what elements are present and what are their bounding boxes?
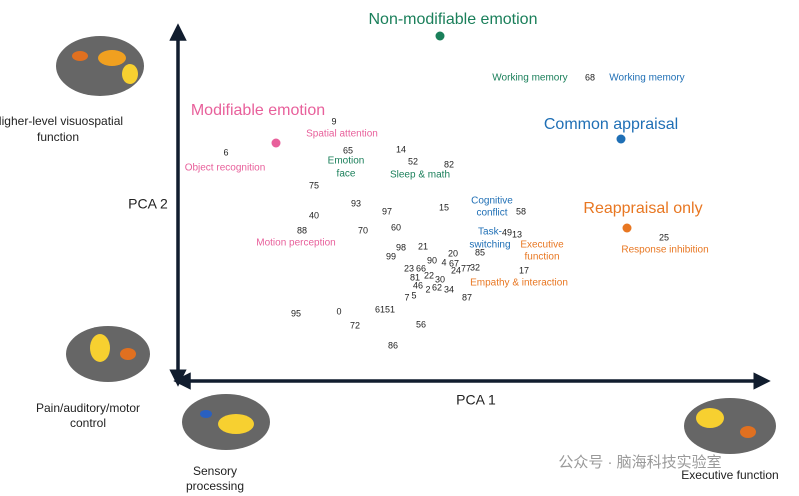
label: Executive [520, 240, 564, 251]
point-label: 95 [291, 308, 301, 318]
point-label: 7 [404, 292, 409, 302]
label: function [524, 252, 559, 263]
point-label: 68 [585, 72, 595, 82]
label: switching [469, 240, 510, 251]
point-label: 49 [502, 227, 512, 237]
point-label: 14 [396, 144, 406, 154]
axis-label: PCA 1 [456, 392, 496, 408]
point-label: 88 [297, 225, 307, 235]
point-label: 75 [309, 180, 319, 190]
point-label: 60 [391, 222, 401, 232]
label: face [337, 169, 356, 180]
corner-label: Pain/auditory/motor [36, 401, 140, 415]
label: Sleep & math [390, 170, 450, 181]
point-label: 6 [223, 147, 228, 157]
label: Task- [478, 227, 502, 238]
point-label: 34 [444, 284, 454, 294]
corner-label: control [70, 416, 106, 430]
point-label: 24 [451, 265, 461, 275]
point-label: 4 [441, 257, 446, 267]
corner-label: processing [186, 479, 244, 493]
point-label: 51 [385, 304, 395, 314]
point-label: 21 [418, 241, 428, 251]
point-label: 15 [439, 202, 449, 212]
point-label: 99 [386, 251, 396, 261]
point-label: 20 [448, 248, 458, 258]
label: Cognitive [471, 196, 513, 207]
heading: Non-modifiable emotion [369, 11, 538, 28]
heading: Reappraisal only [583, 200, 702, 217]
point-label: 65 [343, 145, 353, 155]
point-label: 90 [427, 255, 437, 265]
point-label: 61 [375, 304, 385, 314]
label: Object recognition [185, 163, 266, 174]
corner-label: Higher-level visuospatial [0, 114, 123, 128]
heading: Common appraisal [544, 116, 678, 133]
cluster-dot [271, 138, 281, 148]
point-label: 77 [461, 263, 471, 273]
label: Emotion [328, 156, 365, 167]
point-label: 67 [449, 258, 459, 268]
label: Response inhibition [621, 245, 708, 256]
point-label: 86 [388, 340, 398, 350]
point-label: 52 [408, 156, 418, 166]
point-label: 25 [659, 232, 669, 242]
point-label: 2 [425, 284, 430, 294]
label: Motion perception [256, 238, 336, 249]
point-label: 62 [432, 282, 442, 292]
point-label: 46 [413, 280, 423, 290]
point-label: 97 [382, 206, 392, 216]
point-label: 40 [309, 210, 319, 220]
corner-label: function [37, 130, 79, 144]
point-label: 85 [475, 247, 485, 257]
point-label: 9 [331, 116, 336, 126]
point-label: 32 [470, 262, 480, 272]
point-label: 58 [516, 206, 526, 216]
corner-label: Executive function [681, 468, 778, 482]
label: Working memory [609, 73, 684, 84]
point-label: 5 [411, 290, 416, 300]
point-label: 23 [404, 263, 414, 273]
point-label: 70 [358, 225, 368, 235]
point-label: 30 [435, 274, 445, 284]
point-label: 72 [350, 320, 360, 330]
point-label: 82 [444, 159, 454, 169]
point-label: 87 [462, 292, 472, 302]
cluster-dot [435, 31, 445, 41]
label: conflict [476, 208, 507, 219]
point-label: 17 [519, 265, 529, 275]
brain-icons [56, 36, 776, 454]
point-label: 56 [416, 319, 426, 329]
cluster-dot [622, 223, 632, 233]
point-label: 93 [351, 198, 361, 208]
label: Empathy & interaction [470, 278, 568, 289]
heading: Modifiable emotion [191, 102, 325, 119]
point-label: 81 [410, 272, 420, 282]
watermark: 公众号 · 脑海科技实验室 [558, 454, 721, 471]
point-label: 0 [336, 306, 341, 316]
cluster-dot [616, 134, 626, 144]
label: Working memory [492, 73, 567, 84]
point-label: 66 [416, 263, 426, 273]
label: Spatial attention [306, 129, 378, 140]
point-label: 13 [512, 229, 522, 239]
point-label: 22 [424, 270, 434, 280]
point-label: 98 [396, 242, 406, 252]
corner-label: Sensory [193, 464, 237, 478]
axis-label: PCA 2 [128, 196, 168, 212]
